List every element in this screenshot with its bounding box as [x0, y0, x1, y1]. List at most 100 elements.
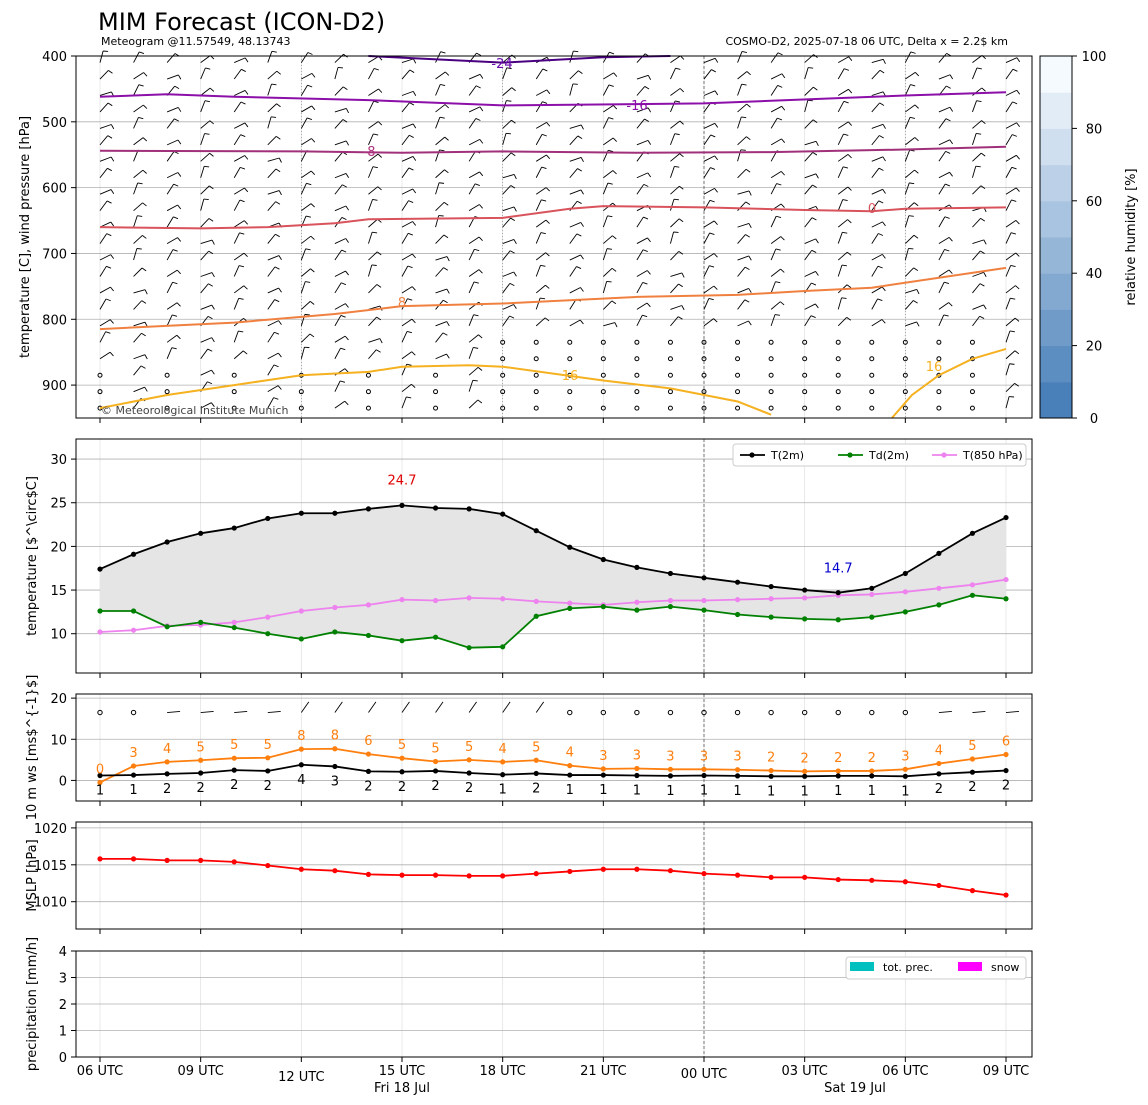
wind-barb: [636, 270, 648, 277]
mslp-point: [734, 872, 741, 878]
calm-circle: [969, 389, 975, 395]
wind-barb: [746, 103, 751, 108]
wind-barb: [871, 286, 883, 294]
wind-barb: [435, 288, 448, 294]
gust-value-label: 3: [901, 749, 909, 764]
surface-calm-circle: [130, 709, 137, 716]
wind-barb: [837, 232, 843, 244]
calm-circle: [164, 372, 170, 378]
wind-barb: [603, 267, 613, 277]
calm-circle: [936, 405, 942, 411]
wind-barb: [775, 248, 781, 251]
wind-barb: [267, 255, 280, 261]
windspeed-point: [802, 773, 808, 779]
wind-barb: [509, 315, 515, 319]
isotherm-line: [99, 266, 1007, 331]
legend-label: snow: [991, 961, 1019, 974]
wind-barb: [233, 265, 240, 277]
wind-barb: [642, 249, 648, 252]
wind-barb: [207, 381, 213, 385]
windspeed-point: [936, 771, 942, 777]
legend-marker: [847, 452, 853, 458]
wind-barb: [535, 297, 541, 310]
surface-calm-circle: [902, 709, 909, 716]
wind-barb: [99, 286, 111, 294]
wind-barb: [1005, 330, 1011, 343]
wind-barb: [848, 56, 853, 61]
wind-barb: [233, 69, 242, 80]
wind-barb: [401, 167, 410, 179]
wind-barb: [340, 315, 346, 318]
calm-circle: [869, 356, 875, 362]
calm-circle: [600, 372, 606, 378]
wind-barb: [1005, 57, 1018, 63]
wind-barb: [166, 314, 173, 327]
windspeed-value-label: 2: [197, 781, 205, 796]
wind-barb: [745, 168, 751, 173]
wind-barb: [468, 183, 476, 195]
wind-barb: [535, 219, 547, 228]
wind-barb: [636, 172, 649, 179]
x-tick-label: 09 UTC: [983, 1064, 1029, 1079]
wind-barb: [1005, 350, 1016, 360]
wind-barb: [1005, 199, 1012, 211]
wind-barb: [473, 281, 479, 284]
wind-barb: [842, 199, 848, 202]
gust-point: [936, 760, 942, 767]
wind-barb: [744, 266, 750, 270]
wind-barb: [780, 268, 785, 273]
wind-barb: [412, 123, 417, 129]
wind-barb: [1005, 285, 1016, 294]
windspeed-point: [734, 773, 741, 779]
wind-barb: [99, 168, 108, 179]
y-tick-label: 4: [59, 945, 67, 960]
wind-barb: [569, 168, 578, 179]
wind-barb: [406, 396, 412, 399]
panel-frame: [75, 438, 1033, 674]
wind-barb: [879, 135, 884, 139]
wind-barb: [200, 304, 213, 310]
wind-barb: [171, 347, 177, 350]
wind-barb: [670, 283, 679, 294]
calm-circle: [600, 405, 606, 411]
y-axis-label: precipitation [mm/h]: [25, 937, 40, 1071]
td2m-point: [835, 617, 841, 623]
wind-barb: [412, 221, 417, 226]
t2m-point: [600, 556, 606, 563]
legend-swatch-prec: [850, 962, 874, 971]
wind-barb: [569, 319, 581, 327]
wind-barb: [274, 331, 280, 335]
calm-circle: [869, 339, 875, 345]
wind-barb: [377, 186, 382, 191]
isotherm-label: 8: [398, 296, 406, 311]
mslp-point: [936, 882, 942, 889]
calm-circle: [701, 389, 707, 395]
x-tick-label: 21 UTC: [580, 1064, 626, 1079]
windspeed-point: [265, 768, 271, 774]
wind-barb: [502, 174, 515, 179]
wind-barb: [770, 138, 782, 146]
wind-barb: [342, 184, 347, 188]
wind-barb: [674, 165, 680, 168]
wind-barb: [576, 200, 582, 204]
wind-barb: [133, 300, 143, 310]
wind-barb: [435, 84, 441, 96]
calm-circle: [667, 339, 673, 345]
wind-barb: [708, 298, 714, 301]
wind-barb: [446, 288, 450, 294]
windspeed-point: [634, 772, 640, 779]
calm-circle: [735, 389, 741, 395]
wind-barb: [443, 299, 448, 304]
windspeed-point: [399, 769, 405, 775]
wind-barb: [609, 51, 615, 55]
windspeed-value-label: 2: [431, 779, 439, 794]
calm-circle: [433, 389, 439, 395]
x-tick-label: 00 UTC: [681, 1067, 727, 1082]
gust-value-label: 8: [331, 729, 339, 744]
wind-barb: [177, 204, 182, 210]
gust-point: [600, 766, 606, 772]
wind-barb: [843, 133, 849, 136]
wind-barb: [300, 52, 309, 63]
gust-value-label: 3: [733, 750, 741, 765]
wind-barb: [569, 254, 581, 261]
